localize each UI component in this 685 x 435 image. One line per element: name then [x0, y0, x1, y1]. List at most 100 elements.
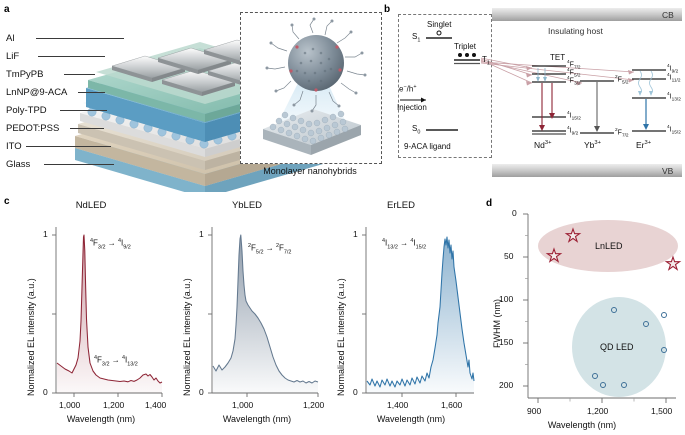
term-er-4i152: 4I15/2	[667, 125, 681, 136]
panel-a-letter: a	[4, 4, 10, 15]
ligand-box	[398, 14, 492, 158]
leader-pedotpss	[70, 128, 104, 129]
term-nd-4f32: 4F3/2	[567, 76, 581, 87]
fwhm-xlabel: Wavelength (nm)	[547, 420, 617, 430]
layer-label-al: Al	[6, 33, 15, 44]
erled-ytick-0: 0	[353, 387, 358, 397]
erled-ylabel: Normalized EL intensity (a.u.)	[336, 278, 346, 396]
s0-symbol: S	[412, 124, 418, 133]
vb-label: VB	[662, 166, 674, 176]
ndled-xtick-1: 1,200	[103, 400, 125, 410]
qdled-point-5	[592, 373, 598, 379]
leader-al	[36, 38, 124, 39]
fwhm-ytick-100: 100	[499, 294, 514, 304]
leader-glass	[44, 164, 114, 165]
panel-b-energy-diagram: b CB VB Insulating host	[382, 0, 685, 192]
ion-nd-charge: 3+	[544, 140, 552, 147]
ion-er-name: Er	[636, 140, 645, 150]
fwhm-xtick-1200: 1,200	[587, 406, 609, 416]
qdled-point-1	[611, 307, 617, 313]
panel-c-el-spectra: c NdLED 1 0 1,000 1,200 1,400 4	[0, 192, 478, 435]
panel-b-letter: b	[384, 4, 391, 15]
insulating-host-label: Insulating host	[548, 26, 603, 36]
qdled-point-2	[643, 321, 649, 327]
leader-polytpd	[60, 110, 107, 111]
term-nd-4f52: 4F5/2	[567, 68, 581, 79]
erled-xlabel: Wavelength (nm)	[376, 414, 446, 424]
s1-subscript: 1	[417, 37, 421, 44]
panel-d-fwhm-scatter: d	[478, 192, 685, 435]
ybled-ylabel: Normalized EL intensity (a.u.)	[182, 278, 192, 396]
singlet-label: Singlet	[427, 20, 452, 29]
t1-symbol: T	[482, 55, 487, 64]
term-nd-4i152: 4I15/2	[567, 111, 581, 122]
term-er-4i132: 4I13/2	[667, 92, 681, 103]
ion-label-nd: Nd3+	[534, 140, 551, 150]
panel-c-letter: c	[4, 196, 10, 207]
fwhm-xtick-900: 900	[527, 406, 542, 416]
layer-label-lif: LiF	[6, 51, 20, 62]
qdled-point-7	[621, 382, 627, 388]
conduction-band	[492, 8, 682, 21]
ndled-plot-svg	[52, 227, 163, 397]
t1-subscript: 1	[486, 60, 490, 67]
spectrum-ybled: YbLED 1 0 1,000 1,200 2F5/2 → 2F7/2 Norm…	[172, 200, 324, 435]
s1-label: S1	[412, 32, 420, 44]
fwhm-ytick-0: 0	[512, 208, 517, 218]
injection-label: Injection	[397, 103, 427, 112]
term-er-4i92: 4I9/2	[667, 64, 679, 75]
layer-label-polytpd: Poly-TPD	[6, 105, 47, 116]
annotation-er-4i132-4i152: 4I13/2 → 4I15/2	[382, 238, 427, 251]
ybled-xtick-0: 1,000	[232, 400, 254, 410]
inset-nanohybrid-box	[240, 12, 382, 164]
s1-symbol: S	[412, 32, 418, 41]
annotation-nd-4f32-4i132: 4F3/2 → 4I13/2	[94, 355, 138, 368]
ndled-ylabel: Normalized EL intensity (a.u.)	[26, 278, 36, 396]
spectrum-erled: ErLED 1 0 1,400 1,600 4I13/2 → 4I15/2 No…	[326, 200, 476, 435]
qdled-point-6	[600, 382, 606, 388]
fwhm-ytick-150: 150	[499, 337, 514, 347]
triplet-label: Triplet	[454, 42, 476, 51]
ion-label-er: Er3+	[636, 140, 651, 150]
injection-carriers-label: e−/h+	[399, 84, 417, 94]
leader-ito	[26, 146, 111, 147]
term-nd-4i92: 4I9/2	[567, 126, 579, 137]
ion-label-yb: Yb3+	[584, 140, 601, 150]
s0-label: S0	[412, 124, 420, 136]
ndled-xtick-2: 1,400	[145, 400, 167, 410]
leader-lif	[38, 56, 105, 57]
ybled-plot-svg	[208, 227, 319, 397]
ndled-xtick-0: 1,000	[59, 400, 81, 410]
layer-label-glass: Glass	[6, 159, 31, 170]
lnled-group-label: LnLED	[595, 241, 623, 251]
qdled-point-4	[661, 347, 667, 353]
term-yb-2f52: 2F5/2	[615, 75, 629, 86]
s0-subscript: 0	[417, 129, 421, 136]
erled-xtick-1: 1,600	[441, 400, 463, 410]
fwhm-scatter-svg	[523, 213, 682, 403]
ion-er-charge: 3+	[644, 140, 652, 147]
ndled-ytick-1: 1	[43, 229, 48, 239]
fwhm-xtick-1500: 1,500	[651, 406, 673, 416]
ybled-ytick-1: 1	[199, 229, 204, 239]
panel-a-device-schematic: a	[0, 0, 400, 192]
annotation-nd-4f32-4i92: 4F3/2 → 4I9/2	[90, 238, 131, 251]
erled-plot-svg	[362, 227, 475, 397]
t1-label: T1	[482, 55, 490, 67]
layer-label-pedotpss: PEDOT:PSS	[6, 123, 60, 134]
spectrum-ndled: NdLED 1 0 1,000 1,200 1,400 4F3/2 → 4I9/…	[16, 200, 166, 435]
leader-tmpypb	[64, 74, 95, 75]
ion-nd-name: Nd	[534, 140, 545, 150]
cb-label: CB	[662, 10, 674, 20]
fwhm-ylabel: FWHM (nm)	[492, 299, 502, 348]
qdled-group-label: QD LED	[600, 342, 634, 352]
layer-label-ito: ITO	[6, 141, 22, 152]
ion-yb-name: Yb	[584, 140, 595, 150]
qdled-group-ellipse	[572, 297, 666, 397]
panel-d-letter: d	[486, 198, 493, 209]
ndled-xlabel: Wavelength (nm)	[66, 414, 136, 424]
layer-label-lnnp: LnNP@9-ACA	[6, 87, 68, 98]
erled-xtick-0: 1,400	[387, 400, 409, 410]
ion-yb-charge: 3+	[594, 140, 601, 147]
valence-band	[492, 164, 682, 177]
